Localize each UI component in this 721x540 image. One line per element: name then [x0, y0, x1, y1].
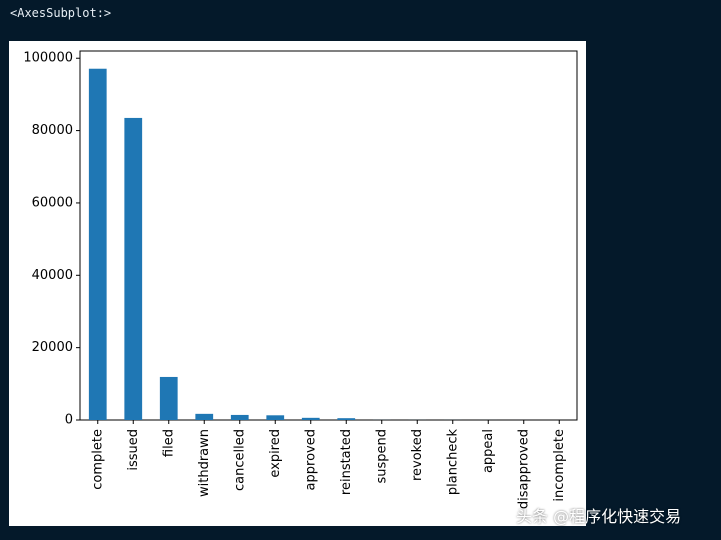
plot-area [79, 50, 578, 421]
x-tick-label-approved: approved [303, 429, 318, 490]
x-tick-label-complete: complete [90, 429, 105, 490]
y-tick-label: 20000 [32, 340, 73, 355]
y-tick-label: 0 [65, 413, 73, 428]
y-tick-label: 60000 [32, 195, 73, 210]
y-tick-label: 80000 [32, 123, 73, 138]
x-tick-label-incomplete: incomplete [552, 429, 567, 502]
chart-figure: 0 20000 40000 60000 80000 100000 complete issu… [9, 41, 586, 526]
bar-expired [266, 415, 285, 420]
y-axis: 0 20000 40000 60000 80000 100000 [23, 51, 80, 428]
x-tick-label-reinstated: reinstated [339, 429, 354, 495]
x-tick-label-revoked: revoked [410, 429, 425, 481]
bar-cancelled [230, 414, 249, 420]
x-tick-label-suspend: suspend [374, 429, 389, 484]
x-tick-label-issued: issued [126, 429, 141, 471]
watermark-text: 头条 @程序化快速交易 [516, 507, 682, 526]
y-tick-label: 100000 [23, 51, 73, 66]
x-tick-label-cancelled: cancelled [232, 429, 247, 491]
y-tick-label: 40000 [32, 268, 73, 283]
x-tick-label-withdrawn: withdrawn [197, 429, 212, 497]
bar-chart: 0 20000 40000 60000 80000 100000 complete issu… [23, 50, 578, 509]
bar-reinstated [337, 418, 356, 420]
bar-approved [301, 417, 320, 420]
x-tick-label-filed: filed [161, 429, 176, 457]
x-tick-label-expired: expired [268, 429, 283, 478]
x-tick-label-disapproved: disapproved [516, 429, 531, 509]
bar-filed [159, 376, 178, 420]
x-axis: complete issued filed withdrawn cancelled exp… [90, 420, 567, 509]
bars-group [88, 68, 533, 421]
x-tick-label-appeal: appeal [481, 429, 496, 473]
cell-output-text: <AxesSubplot:> [10, 6, 112, 20]
bar-withdrawn [195, 413, 214, 420]
x-tick-label-plancheck: plancheck [445, 429, 460, 496]
bar-complete [88, 68, 107, 421]
bar-issued [124, 117, 143, 421]
